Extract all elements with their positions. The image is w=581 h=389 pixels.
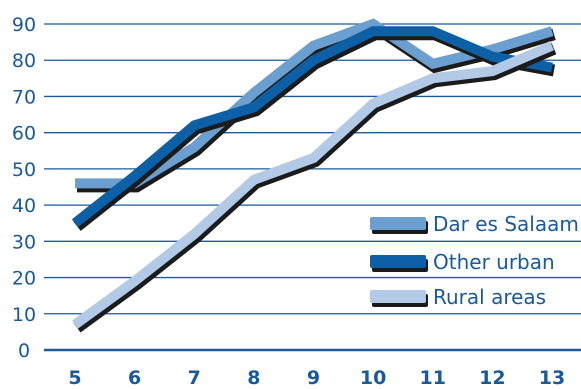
y-tick-label: 90 [12,14,36,36]
x-axis-ticks: 5 6 7 8 9 10 11 12 13 [68,367,565,389]
x-tick-label: 5 [68,367,81,389]
x-tick-label: 9 [307,367,320,389]
legend: Dar es Salaam Other urban Rural areas [370,212,579,309]
y-tick-label: 20 [12,268,36,290]
legend-label: Dar es Salaam [433,212,579,236]
y-tick-label: 70 [12,86,36,108]
x-tick-label: 11 [420,367,446,389]
legend-swatch [370,217,426,230]
x-tick-label: 12 [479,367,505,389]
y-tick-label: 40 [12,195,36,217]
x-tick-label: 10 [360,367,386,389]
y-tick-label: 30 [12,231,36,253]
x-tick-label: 8 [247,367,260,389]
legend-swatch [370,255,426,268]
legend-label: Rural areas [433,285,546,309]
y-tick-label: 80 [12,50,36,72]
y-axis-ticks: 0 10 20 30 40 50 60 70 80 90 [12,14,36,362]
legend-swatch [370,290,426,303]
series-lines [71,18,557,333]
y-tick-label: 10 [12,304,36,326]
series-line-rural-areas [72,41,554,329]
x-tick-label: 7 [188,367,201,389]
y-tick-label: 60 [12,123,36,145]
y-tick-label: 50 [12,159,36,181]
x-tick-label: 6 [128,367,141,389]
series-line-other-urban [71,26,553,228]
legend-label: Other urban [433,250,555,274]
x-tick-label: 13 [539,367,565,389]
y-tick-label: 0 [18,340,30,362]
